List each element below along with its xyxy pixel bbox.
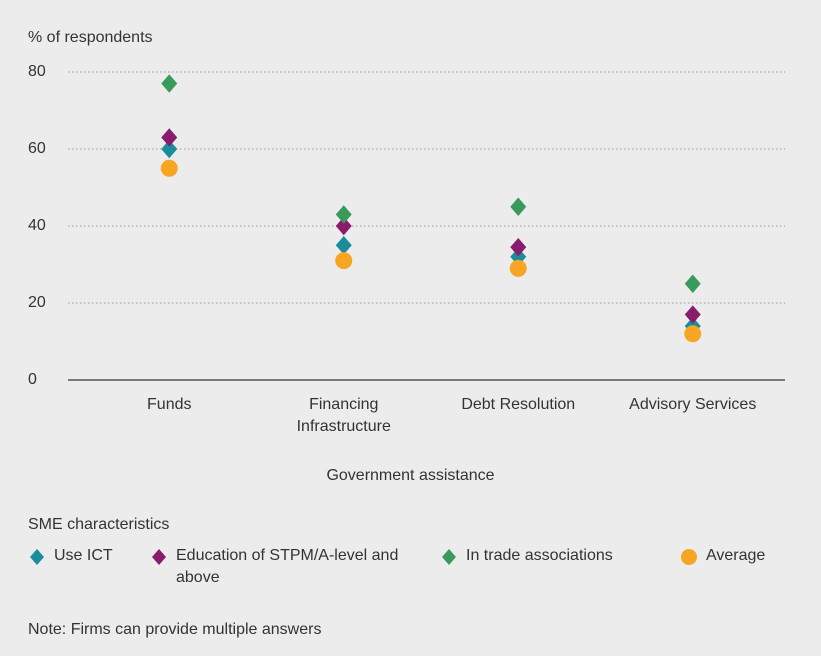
- legend-title: SME characteristics: [28, 516, 170, 533]
- diamond: [510, 197, 527, 216]
- dot: [684, 325, 702, 343]
- chart: % of respondents 0 20 40 60 80: [28, 29, 785, 388]
- y-tick-label: 0: [28, 371, 37, 388]
- legend-marker: [681, 549, 697, 565]
- legend-item: Education of STPM/A-level and above: [150, 545, 426, 589]
- y-tick-label: 20: [28, 294, 46, 311]
- legend-label: In trade associations: [466, 547, 613, 564]
- legend-label: Education of STPM/A-level and above: [176, 547, 399, 586]
- legend-marker: [152, 548, 166, 566]
- legend-item: Use ICT: [28, 545, 113, 567]
- note: Note: Firms can provide multiple answers: [28, 621, 322, 638]
- diamond: [161, 74, 178, 93]
- x-axis-label: Government assistance: [326, 467, 495, 484]
- dot: [509, 259, 527, 277]
- diamond: [442, 548, 456, 566]
- dot: [335, 252, 353, 270]
- legend-label: Average: [706, 547, 766, 564]
- legend-label: Use ICT: [54, 547, 113, 564]
- y-axis-label: % of respondents: [28, 29, 153, 46]
- y-tick-label: 60: [28, 140, 46, 157]
- dot: [160, 159, 178, 177]
- y-tick-label: 80: [28, 63, 46, 80]
- x-tick-label: Debt Resolution: [461, 396, 576, 413]
- diamond: [335, 236, 352, 255]
- diamond: [684, 305, 701, 324]
- y-tick-label: 40: [28, 217, 46, 234]
- x-tick-label: Financing Infrastructure: [296, 396, 391, 435]
- legend-item: Average: [680, 545, 765, 567]
- diamond: [161, 139, 178, 159]
- x-tick-label: Advisory Services: [629, 396, 757, 413]
- legend-item: In trade associations: [440, 545, 613, 567]
- diamond: [510, 237, 527, 257]
- diamond: [30, 548, 44, 566]
- diamond: [161, 128, 178, 147]
- dot: [681, 549, 697, 565]
- legend-marker: [442, 548, 456, 566]
- diamond: [684, 274, 701, 293]
- x-tick-label: Funds: [147, 396, 192, 413]
- diamond: [335, 216, 352, 236]
- legend-marker: [30, 548, 44, 566]
- diamond: [152, 548, 166, 566]
- diamond: [335, 205, 352, 224]
